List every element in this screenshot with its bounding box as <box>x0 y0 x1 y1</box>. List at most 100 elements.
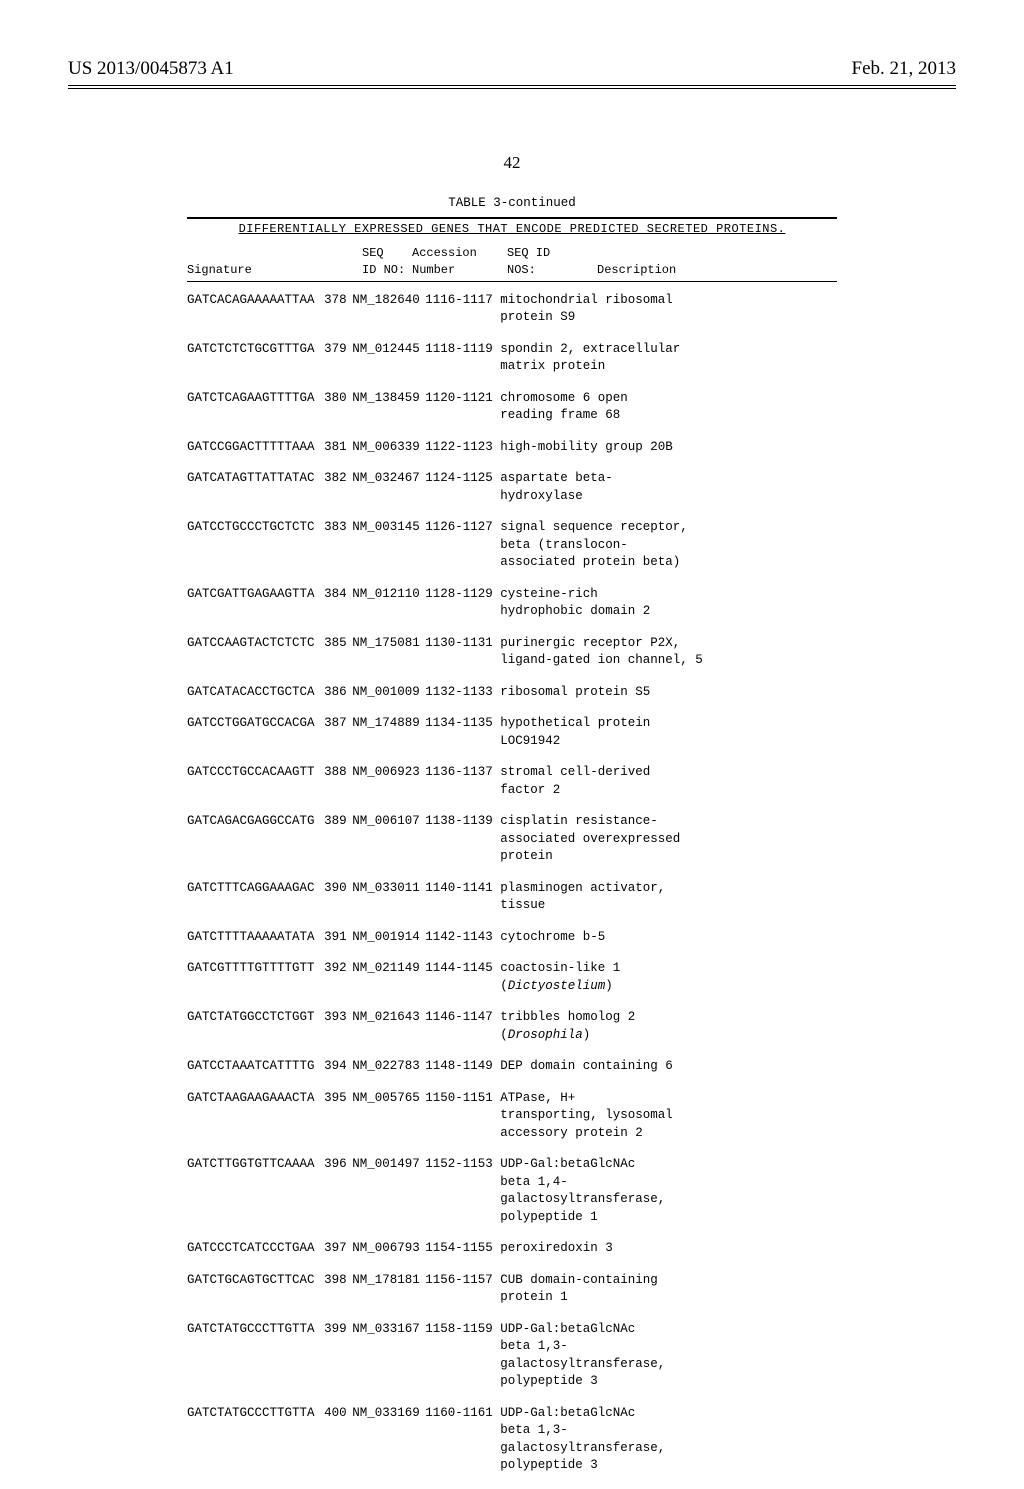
cell-accession: NM_021643 <box>352 1009 425 1058</box>
cell-seq-id-no: 384 <box>324 586 352 635</box>
table-row: GATCTTTCAGGAAAGAC390NM_0330111140-1141 p… <box>187 880 837 929</box>
table-header-row: Signature SEQ ID NO: Accession Number SE… <box>187 245 837 282</box>
col-header-description-label: Description <box>597 262 837 279</box>
col-header-accession: Accession Number <box>412 245 507 279</box>
cell-seq-id-no: 390 <box>324 880 352 929</box>
cell-nos-desc: 1158-1159 UDP-Gal:betaGlcNAc beta 1,3- g… <box>425 1321 837 1405</box>
col-header-seqidno: SEQ ID NO: <box>362 245 412 279</box>
cell-accession: NM_175081 <box>352 635 425 684</box>
cell-accession: NM_006793 <box>352 1240 425 1272</box>
table-row: GATCATAGTTATTATAC382NM_0324671124-1125 a… <box>187 470 837 519</box>
table-row: GATCCGGACTTTTTAAA381NM_0063391122-1123 h… <box>187 439 837 471</box>
cell-nos-desc: 1136-1137 stromal cell-derived factor 2 <box>425 764 837 813</box>
cell-accession: NM_021149 <box>352 960 425 1009</box>
table-row: GATCTAAGAAGAAACTA395NM_0057651150-1151 A… <box>187 1090 837 1157</box>
cell-accession: NM_182640 <box>352 292 425 341</box>
col-header-accession-l1: Accession <box>412 245 507 262</box>
table-row: GATCTGCAGTGCTTCAC398NM_1781811156-1157 C… <box>187 1272 837 1321</box>
publication-date: Feb. 21, 2013 <box>852 58 957 80</box>
cell-accession: NM_138459 <box>352 390 425 439</box>
cell-signature: GATCGATTGAGAAGTTA <box>187 586 324 635</box>
cell-signature: GATCTGCAGTGCTTCAC <box>187 1272 324 1321</box>
header-rule <box>68 85 956 89</box>
col-header-description: Description <box>597 245 837 279</box>
cell-accession: NM_033011 <box>352 880 425 929</box>
cell-nos-desc: 1132-1133 ribosomal protein S5 <box>425 684 837 716</box>
cell-nos-desc: 1126-1127 signal sequence receptor, beta… <box>425 519 837 586</box>
cell-nos-desc: 1142-1143 cytochrome b-5 <box>425 929 837 961</box>
col-header-signature: Signature <box>187 245 362 279</box>
col-header-seqnos-l1: SEQ ID <box>507 245 597 262</box>
cell-nos-desc: 1134-1135 hypothetical protein LOC91942 <box>425 715 837 764</box>
table-subcaption: DIFFERENTIALLY EXPRESSED GENES THAT ENCO… <box>187 221 837 238</box>
cell-seq-id-no: 385 <box>324 635 352 684</box>
cell-accession: NM_001914 <box>352 929 425 961</box>
col-header-seqidno-l1: SEQ <box>362 245 412 262</box>
cell-seq-id-no: 387 <box>324 715 352 764</box>
cell-seq-id-no: 389 <box>324 813 352 880</box>
col-header-seqnos-l2: NOS: <box>507 262 597 279</box>
table-row: GATCACAGAAAAATTAA378NM_1826401116-1117 m… <box>187 292 837 341</box>
cell-signature: GATCTCTCTGCGTTTGA <box>187 341 324 390</box>
cell-accession: NM_032467 <box>352 470 425 519</box>
cell-signature: GATCTTTTAAAAATATA <box>187 929 324 961</box>
cell-signature: GATCGTTTTGTTTTGTT <box>187 960 324 1009</box>
cell-accession: NM_001497 <box>352 1156 425 1240</box>
cell-accession: NM_033167 <box>352 1321 425 1405</box>
cell-seq-id-no: 381 <box>324 439 352 471</box>
cell-seq-id-no: 382 <box>324 470 352 519</box>
cell-seq-id-no: 399 <box>324 1321 352 1405</box>
cell-nos-desc: 1160-1161 UDP-Gal:betaGlcNAc beta 1,3- g… <box>425 1405 837 1489</box>
cell-seq-id-no: 380 <box>324 390 352 439</box>
col-header-seqidno-l2: ID NO: <box>362 262 412 279</box>
cell-nos-desc: 1154-1155 peroxiredoxin 3 <box>425 1240 837 1272</box>
cell-nos-desc: 1122-1123 high-mobility group 20B <box>425 439 837 471</box>
table-row: GATCCCTGCCACAAGTT388NM_0069231136-1137 s… <box>187 764 837 813</box>
publication-number: US 2013/0045873 A1 <box>68 58 234 80</box>
cell-nos-desc: 1138-1139 cisplatin resistance- associat… <box>425 813 837 880</box>
cell-nos-desc: 1128-1129 cysteine-rich hydrophobic doma… <box>425 586 837 635</box>
table-top-rule <box>187 217 837 219</box>
cell-accession: NM_178181 <box>352 1272 425 1321</box>
cell-seq-id-no: 386 <box>324 684 352 716</box>
cell-signature: GATCTCAGAAGTTTTGA <box>187 390 324 439</box>
cell-seq-id-no: 391 <box>324 929 352 961</box>
cell-accession: NM_001009 <box>352 684 425 716</box>
cell-accession: NM_174889 <box>352 715 425 764</box>
cell-accession: NM_005765 <box>352 1090 425 1157</box>
cell-accession: NM_003145 <box>352 519 425 586</box>
cell-seq-id-no: 400 <box>324 1405 352 1489</box>
cell-signature: GATCCGGACTTTTTAAA <box>187 439 324 471</box>
cell-accession: NM_006107 <box>352 813 425 880</box>
cell-signature: GATCTATGGCCTCTGGT <box>187 1009 324 1058</box>
cell-accession: NM_012110 <box>352 586 425 635</box>
table-row: GATCCTGCCCTGCTCTC383NM_0031451126-1127 s… <box>187 519 837 586</box>
cell-seq-id-no: 378 <box>324 292 352 341</box>
cell-nos-desc: 1146-1147 tribbles homolog 2 (Drosophila… <box>425 1009 837 1058</box>
cell-seq-id-no: 396 <box>324 1156 352 1240</box>
cell-signature: GATCTTGGTGTTCAAAA <box>187 1156 324 1240</box>
table-row: GATCCAAGTACTCTCTC385NM_1750811130-1131 p… <box>187 635 837 684</box>
data-table: TABLE 3-continued DIFFERENTIALLY EXPRESS… <box>187 195 837 1489</box>
cell-signature: GATCTTTCAGGAAAGAC <box>187 880 324 929</box>
table-row: GATCGATTGAGAAGTTA384NM_0121101128-1129 c… <box>187 586 837 635</box>
table-row: GATCCCTCATCCCTGAA397NM_0067931154-1155 p… <box>187 1240 837 1272</box>
cell-nos-desc: 1124-1125 aspartate beta- hydroxylase <box>425 470 837 519</box>
table-row: GATCAGACGAGGCCATG389NM_0061071138-1139 c… <box>187 813 837 880</box>
cell-nos-desc: 1130-1131 purinergic receptor P2X, ligan… <box>425 635 837 684</box>
table-row: GATCTATGCCCTTGTTA400NM_0331691160-1161 U… <box>187 1405 837 1489</box>
cell-nos-desc: 1150-1151 ATPase, H+ transporting, lysos… <box>425 1090 837 1157</box>
cell-nos-desc: 1144-1145 coactosin-like 1 (Dictyosteliu… <box>425 960 837 1009</box>
table-row: GATCTATGCCCTTGTTA399NM_0331671158-1159 U… <box>187 1321 837 1405</box>
col-header-signature-label: Signature <box>187 262 362 279</box>
cell-seq-id-no: 379 <box>324 341 352 390</box>
cell-accession: NM_022783 <box>352 1058 425 1090</box>
cell-signature: GATCTATGCCCTTGTTA <box>187 1321 324 1405</box>
cell-seq-id-no: 395 <box>324 1090 352 1157</box>
cell-accession: NM_033169 <box>352 1405 425 1489</box>
cell-seq-id-no: 394 <box>324 1058 352 1090</box>
table-row: GATCGTTTTGTTTTGTT392NM_0211491144-1145 c… <box>187 960 837 1009</box>
cell-nos-desc: 1156-1157 CUB domain-containing protein … <box>425 1272 837 1321</box>
cell-nos-desc: 1152-1153 UDP-Gal:betaGlcNAc beta 1,4- g… <box>425 1156 837 1240</box>
cell-seq-id-no: 398 <box>324 1272 352 1321</box>
